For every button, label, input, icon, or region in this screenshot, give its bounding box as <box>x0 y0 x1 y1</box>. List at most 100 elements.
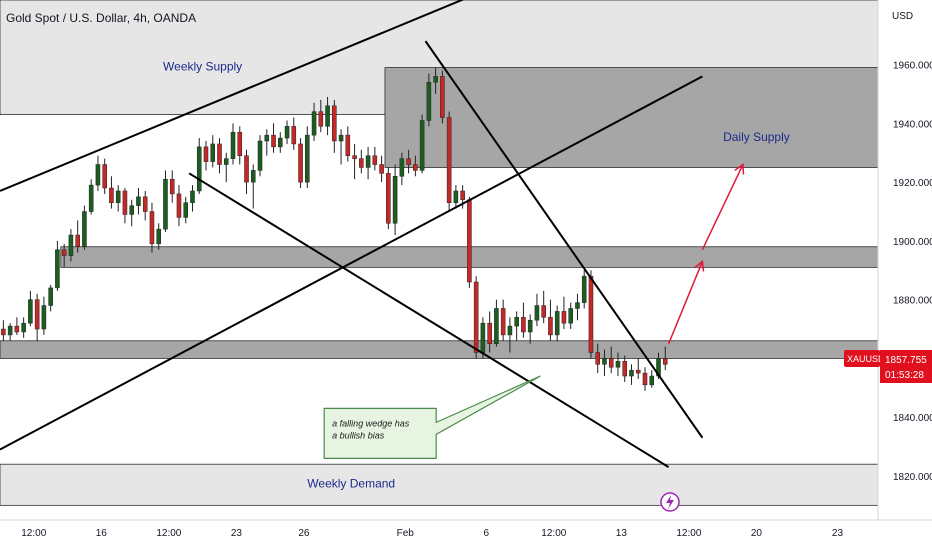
candle-body <box>406 158 411 165</box>
candle-body <box>163 178 168 230</box>
candle-body <box>332 105 337 142</box>
candle-body <box>392 176 398 224</box>
candle-body <box>642 372 648 386</box>
countdown-label: 01:53:28 <box>885 370 924 381</box>
candle-body <box>223 158 229 165</box>
candle-body <box>548 317 553 336</box>
candle-body <box>257 140 263 171</box>
candle-body <box>480 322 486 353</box>
candle-body <box>413 164 418 171</box>
candle-body <box>440 76 445 118</box>
candle-body <box>359 158 364 168</box>
candle-body <box>149 211 155 245</box>
y-tick-label: 1900.000 <box>893 237 932 248</box>
y-tick-label: 1820.000 <box>893 472 932 483</box>
candle-body <box>291 126 297 145</box>
candle-body <box>244 155 249 183</box>
candle-body <box>608 358 614 368</box>
candle-body <box>176 193 182 218</box>
candle-body <box>622 361 628 377</box>
candle-body <box>102 164 107 189</box>
projection-arrow-2 <box>701 164 744 251</box>
trendlines-layer <box>0 0 745 468</box>
candle-body <box>521 317 526 333</box>
candle-body <box>500 308 506 336</box>
candle-body <box>419 120 425 171</box>
x-tick-label: Feb <box>397 528 415 539</box>
candle-body <box>68 234 74 256</box>
candle-body <box>115 190 121 203</box>
symbol-label: XAUUSD <box>847 354 885 364</box>
candle-body <box>142 196 148 212</box>
callout-box <box>323 375 541 459</box>
candle-body <box>169 178 175 195</box>
candle-body <box>129 205 134 215</box>
candle-body <box>338 134 344 142</box>
x-tick-label: 6 <box>483 528 489 539</box>
candle-body <box>75 234 80 248</box>
candle-body <box>372 155 378 165</box>
candle-body <box>210 143 216 162</box>
candle-body <box>433 76 438 83</box>
candle-body <box>460 190 465 201</box>
candle-body <box>602 358 607 365</box>
x-tick-label: 13 <box>616 528 628 539</box>
candle-body <box>365 155 371 168</box>
labels-layer: Weekly Supply Daily Supply Weekly Demand a … <box>163 60 790 491</box>
candle-body <box>156 228 161 245</box>
candle-body <box>527 319 533 333</box>
candle-body <box>467 199 472 283</box>
upper-descending-line <box>424 40 704 439</box>
candle-body <box>615 361 621 368</box>
candle-body <box>581 275 587 303</box>
supply-dark-zone <box>384 67 879 168</box>
callout-text-line-2: a bullish bias <box>332 430 385 440</box>
candle-body <box>311 111 317 136</box>
y-tick-label: 1940.000 <box>893 119 932 130</box>
candle-body <box>352 155 357 159</box>
candle-body <box>82 211 87 248</box>
candle-body <box>230 131 236 159</box>
candle-body <box>453 190 459 203</box>
candle-body <box>588 275 594 353</box>
candles-layer <box>1 67 668 391</box>
candle-body <box>595 352 600 365</box>
candle-body <box>446 117 452 203</box>
x-tick-label: 26 <box>298 528 310 539</box>
weekly-demand-zone <box>0 463 879 506</box>
candle-body <box>7 325 13 336</box>
x-tick-label: 12:00 <box>541 528 566 539</box>
chart-title: Gold Spot / U.S. Dollar, 4h, OANDA <box>6 11 196 25</box>
candle-body <box>28 299 33 324</box>
candle-body <box>109 187 114 203</box>
candle-body <box>494 308 499 344</box>
candle-body <box>34 299 40 330</box>
lightning-icon[interactable] <box>660 492 680 512</box>
candle-body <box>426 82 432 121</box>
candle-body <box>635 369 641 374</box>
y-tick-label: 1920.000 <box>893 178 932 189</box>
candle-body <box>284 126 290 139</box>
projection-arrow-2-head <box>734 163 745 175</box>
middle-rising-line <box>0 75 703 451</box>
y-tick-label: 1880.000 <box>893 296 932 307</box>
candle-body <box>514 317 519 327</box>
x-tick-label: 12:00 <box>676 528 701 539</box>
candle-body <box>237 131 243 156</box>
candle-body <box>575 302 580 309</box>
candle-body <box>305 134 310 183</box>
candle-body <box>95 164 101 186</box>
candle-body <box>379 164 384 174</box>
x-tick-label: 16 <box>96 528 108 539</box>
x-tick-label: 23 <box>832 528 844 539</box>
y-tick-label: 1960.000 <box>893 61 932 72</box>
candle-body <box>196 146 202 192</box>
level-1863-zone <box>0 340 879 359</box>
candle-body <box>41 305 47 330</box>
y-tick-label: 1840.000 <box>893 413 932 424</box>
candle-body <box>568 308 573 324</box>
candle-body <box>14 325 20 333</box>
candle-body <box>561 311 567 324</box>
candle-body <box>629 369 634 377</box>
